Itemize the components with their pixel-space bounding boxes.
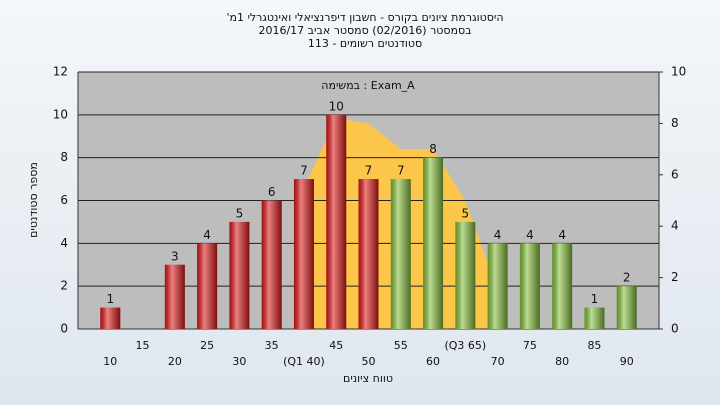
chart-title: 'היסטוגרמת ציונים בקורס - חשבון דיפרנציא…: [226, 11, 503, 24]
x-axis-label: טווח ציונים: [343, 372, 393, 385]
data-label: 2: [623, 271, 631, 285]
y-axis-label: מספר סטודנטים: [27, 162, 40, 238]
data-label: 10: [329, 99, 344, 113]
data-label: 4: [558, 228, 566, 242]
bar: [390, 179, 411, 329]
y2-tick-label: 0: [671, 322, 679, 336]
data-label: 6: [268, 185, 276, 199]
bar: [164, 264, 185, 329]
data-label: 4: [526, 228, 534, 242]
x-tick-label: 55: [394, 339, 408, 352]
bar: [197, 243, 218, 329]
y-tick-label: 8: [60, 150, 68, 164]
x-tick-label: 35: [265, 339, 279, 352]
y-tick-label: 0: [60, 322, 68, 336]
data-label: 4: [203, 228, 211, 242]
y2-tick-label: 4: [671, 219, 679, 233]
x-tick-label: 30: [232, 355, 246, 368]
x-tick-label: 50: [362, 355, 376, 368]
y2-tick-label: 2: [671, 270, 679, 284]
data-label: 4: [494, 228, 502, 242]
x-tick-label: 60: [426, 355, 440, 368]
x-tick-label: 85: [587, 339, 601, 352]
x-tick-label: (Q3 65): [444, 339, 486, 352]
bar: [616, 286, 637, 329]
bar: [455, 221, 476, 329]
bar: [552, 243, 573, 329]
data-label: 1: [106, 292, 114, 306]
y-tick-label: 10: [53, 107, 68, 121]
y2-tick-label: 6: [671, 167, 679, 181]
bar: [423, 157, 444, 329]
bar: [293, 179, 314, 329]
y-tick-label: 2: [60, 279, 68, 293]
bar: [229, 221, 250, 329]
x-tick-label: 25: [200, 339, 214, 352]
x-tick-label: 75: [523, 339, 537, 352]
x-tick-label: 10: [103, 355, 117, 368]
data-label: 7: [365, 164, 373, 178]
x-tick-label: 80: [555, 355, 569, 368]
x-tick-label: 20: [168, 355, 182, 368]
data-label: 5: [462, 206, 470, 220]
data-label: 8: [429, 142, 437, 156]
y-tick-label: 6: [60, 193, 68, 207]
y2-tick-label: 10: [671, 65, 686, 79]
chart-title: בסמסטר (02/2016) סמסטר אביב 2016/17: [258, 24, 471, 37]
bar: [487, 243, 508, 329]
chart-title: סטודנטים רשומים - 113: [308, 37, 422, 50]
data-label: 5: [236, 206, 244, 220]
x-tick-label: 70: [491, 355, 505, 368]
y2-tick-label: 8: [671, 116, 679, 130]
bar: [261, 200, 282, 329]
x-tick-label: 45: [329, 339, 343, 352]
bar: [326, 114, 347, 329]
bar: [584, 307, 605, 329]
bar: [519, 243, 540, 329]
bar: [100, 307, 121, 329]
y-tick-label: 4: [60, 236, 68, 250]
subtitle: במשימה : Exam_A: [321, 79, 415, 92]
data-label: 7: [300, 164, 308, 178]
data-label: 1: [591, 292, 599, 306]
x-tick-label: 90: [620, 355, 634, 368]
data-label: 3: [171, 249, 179, 263]
bar: [358, 179, 379, 329]
x-tick-label: 15: [136, 339, 150, 352]
x-tick-label: (Q1 40): [283, 355, 325, 368]
y-tick-label: 12: [53, 65, 68, 79]
data-label: 7: [397, 164, 405, 178]
